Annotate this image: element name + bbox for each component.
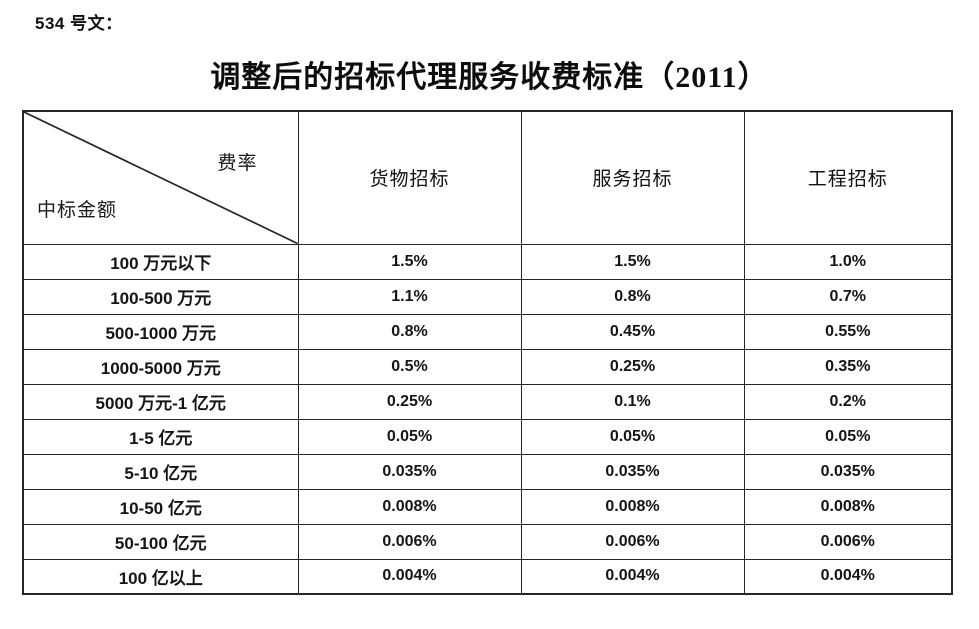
row-label: 5000 万元-1 亿元 (22, 383, 299, 420)
fee-cell: 0.7% (743, 278, 953, 315)
table-row: 5000 万元-1 亿元 0.25% 0.1% 0.2% (22, 383, 953, 420)
table-row: 100 亿以上 0.004% 0.004% 0.004% (22, 558, 953, 595)
table-row: 10-50 亿元 0.008% 0.008% 0.008% (22, 488, 953, 525)
fee-cell: 0.5% (297, 348, 522, 385)
fee-cell: 0.05% (743, 418, 953, 455)
row-label: 500-1000 万元 (22, 313, 299, 350)
fee-cell: 0.05% (520, 418, 745, 455)
row-label: 1-5 亿元 (22, 418, 299, 455)
table-row: 500-1000 万元 0.8% 0.45% 0.55% (22, 313, 953, 350)
column-header-services: 服务招标 (520, 110, 745, 245)
row-label: 50-100 亿元 (22, 523, 299, 560)
table-row: 50-100 亿元 0.006% 0.006% 0.006% (22, 523, 953, 560)
fee-cell: 0.004% (297, 558, 522, 595)
diagonal-divider-line (24, 112, 298, 244)
fee-cell: 0.035% (520, 453, 745, 490)
table-header-row: 费率 中标金额 货物招标 服务招标 工程招标 (22, 110, 953, 245)
fee-cell: 0.006% (520, 523, 745, 560)
fee-cell: 0.006% (297, 523, 522, 560)
table-row: 100-500 万元 1.1% 0.8% 0.7% (22, 278, 953, 315)
doc-number: 534 号文： (35, 14, 123, 33)
column-header-engineering: 工程招标 (743, 110, 953, 245)
fee-cell: 1.5% (297, 243, 522, 280)
corner-header-cell: 费率 中标金额 (22, 110, 299, 245)
row-label: 5-10 亿元 (22, 453, 299, 490)
row-label: 100 万元以下 (22, 243, 299, 280)
fee-cell: 0.035% (743, 453, 953, 490)
fee-cell: 0.006% (743, 523, 953, 560)
column-header-goods: 货物招标 (297, 110, 522, 245)
fee-cell: 0.004% (520, 558, 745, 595)
corner-label-bid-amount: 中标金额 (37, 199, 118, 221)
fee-cell: 1.0% (743, 243, 953, 280)
fee-cell: 0.008% (743, 488, 953, 525)
row-label: 10-50 亿元 (22, 488, 299, 525)
fee-cell: 0.8% (520, 278, 745, 315)
fee-cell: 0.35% (743, 348, 953, 385)
fee-cell: 0.25% (520, 348, 745, 385)
fee-cell: 0.45% (520, 313, 745, 350)
fee-cell: 1.5% (520, 243, 745, 280)
fee-rate-table: 费率 中标金额 货物招标 服务招标 工程招标 100 万元以下 1.5% 1.5… (22, 110, 953, 595)
fee-cell: 0.05% (297, 418, 522, 455)
table-row: 5-10 亿元 0.035% 0.035% 0.035% (22, 453, 953, 490)
row-label: 100-500 万元 (22, 278, 299, 315)
fee-cell: 0.008% (520, 488, 745, 525)
fee-cell: 0.035% (297, 453, 522, 490)
fee-cell: 0.55% (743, 313, 953, 350)
table-row: 100 万元以下 1.5% 1.5% 1.0% (22, 243, 953, 280)
page-title: 调整后的招标代理服务收费标准（2011） (210, 61, 769, 94)
fee-cell: 0.25% (297, 383, 522, 420)
fee-cell: 0.008% (297, 488, 522, 525)
row-label: 1000-5000 万元 (22, 348, 299, 385)
table-row: 1-5 亿元 0.05% 0.05% 0.05% (22, 418, 953, 455)
fee-cell: 0.8% (297, 313, 522, 350)
corner-label-fee-rate: 费率 (217, 153, 258, 174)
table-row: 1000-5000 万元 0.5% 0.25% 0.35% (22, 348, 953, 385)
fee-cell: 0.1% (520, 383, 745, 420)
fee-cell: 0.004% (743, 558, 953, 595)
row-label: 100 亿以上 (22, 558, 299, 595)
fee-cell: 0.2% (743, 383, 953, 420)
fee-cell: 1.1% (297, 278, 522, 315)
